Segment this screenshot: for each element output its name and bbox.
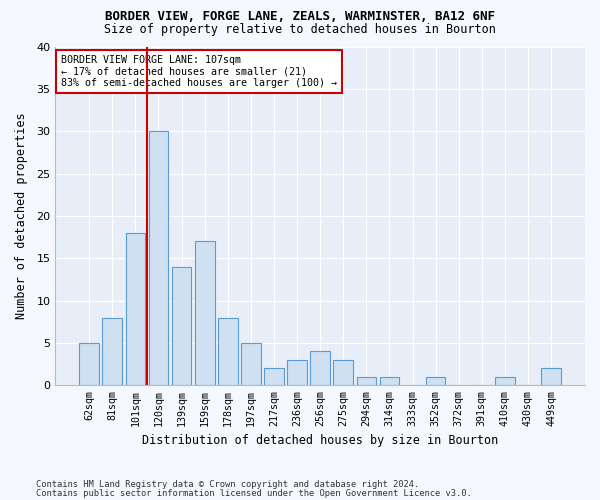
Bar bbox=[380, 377, 399, 386]
Bar bbox=[495, 377, 515, 386]
X-axis label: Distribution of detached houses by size in Bourton: Distribution of detached houses by size … bbox=[142, 434, 498, 448]
Bar bbox=[79, 343, 99, 386]
Text: BORDER VIEW FORGE LANE: 107sqm
← 17% of detached houses are smaller (21)
83% of : BORDER VIEW FORGE LANE: 107sqm ← 17% of … bbox=[61, 55, 337, 88]
Text: Contains HM Land Registry data © Crown copyright and database right 2024.: Contains HM Land Registry data © Crown c… bbox=[36, 480, 419, 489]
Text: Contains public sector information licensed under the Open Government Licence v3: Contains public sector information licen… bbox=[36, 488, 472, 498]
Bar bbox=[287, 360, 307, 386]
Bar bbox=[172, 266, 191, 386]
Bar bbox=[310, 352, 330, 386]
Text: BORDER VIEW, FORGE LANE, ZEALS, WARMINSTER, BA12 6NF: BORDER VIEW, FORGE LANE, ZEALS, WARMINST… bbox=[105, 10, 495, 23]
Bar bbox=[103, 318, 122, 386]
Bar bbox=[218, 318, 238, 386]
Bar bbox=[149, 131, 169, 386]
Bar bbox=[426, 377, 445, 386]
Bar bbox=[241, 343, 260, 386]
Bar bbox=[356, 377, 376, 386]
Bar bbox=[264, 368, 284, 386]
Text: Size of property relative to detached houses in Bourton: Size of property relative to detached ho… bbox=[104, 22, 496, 36]
Bar bbox=[195, 242, 215, 386]
Bar bbox=[125, 233, 145, 386]
Bar bbox=[334, 360, 353, 386]
Y-axis label: Number of detached properties: Number of detached properties bbox=[15, 112, 28, 319]
Bar bbox=[541, 368, 561, 386]
